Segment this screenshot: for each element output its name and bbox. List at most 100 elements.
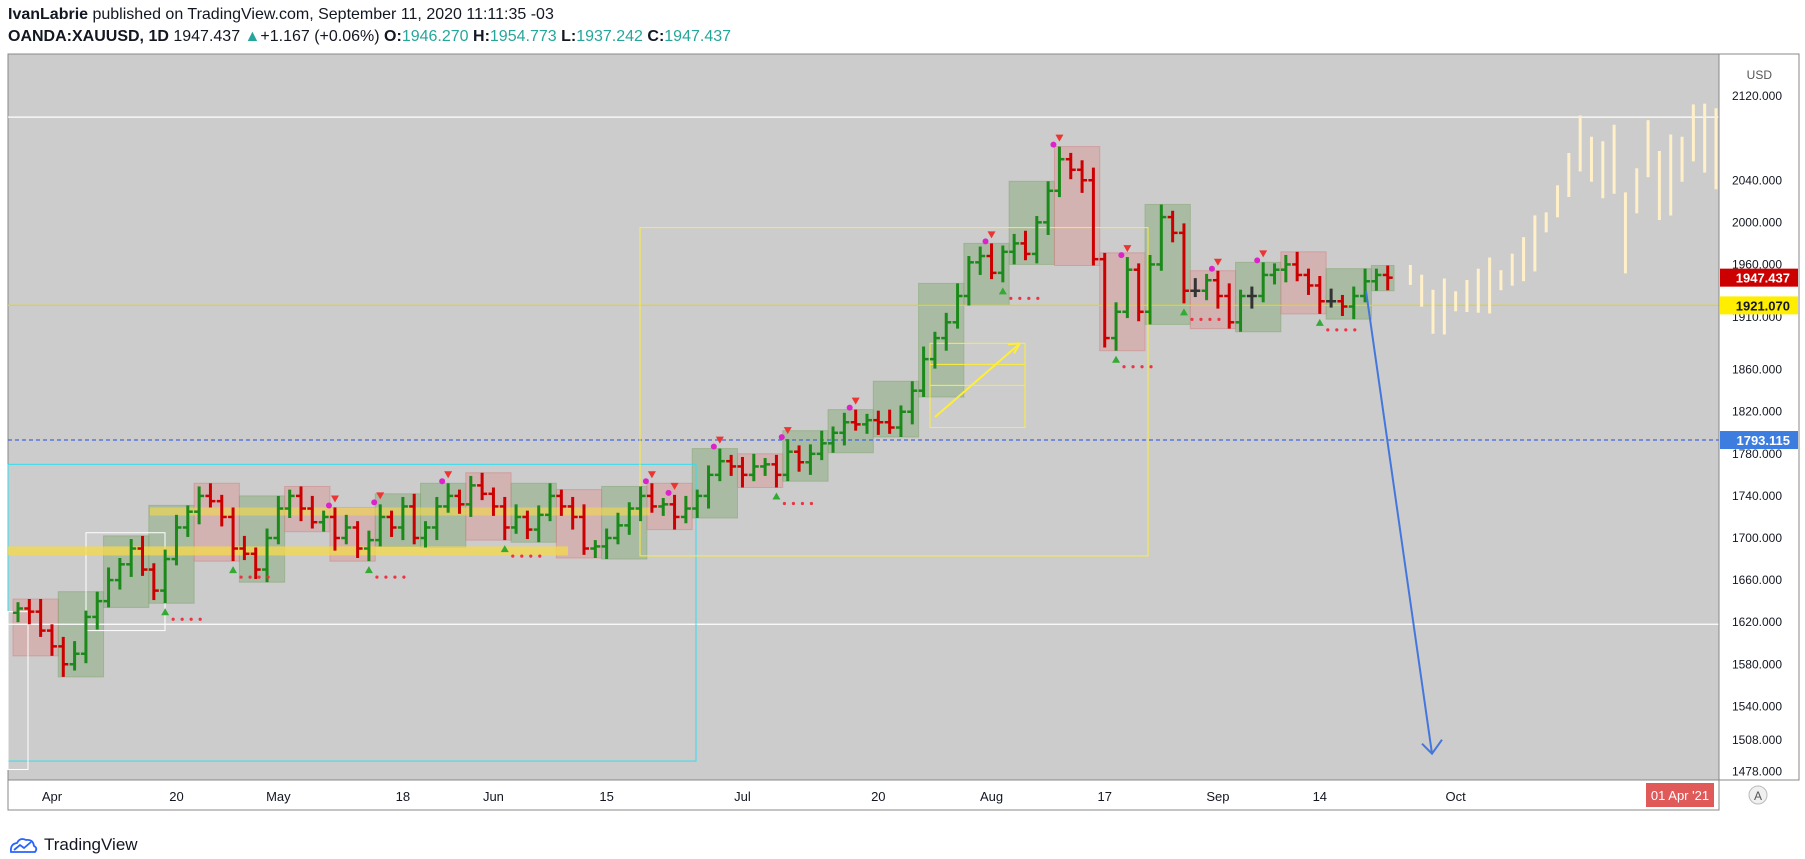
tradingview-logo-icon bbox=[9, 838, 38, 853]
stop-dot-marker bbox=[782, 501, 787, 506]
ohlc-bar bbox=[850, 409, 861, 431]
price-tick-label: 1580.000 bbox=[1732, 657, 1782, 671]
author-name[interactable]: IvanLabrie bbox=[8, 6, 89, 23]
tradingview-brand[interactable]: TradingView bbox=[8, 835, 138, 855]
stop-dot-marker bbox=[393, 575, 397, 579]
sell-triangle-marker bbox=[1123, 245, 1132, 253]
ohlc-bar bbox=[1088, 167, 1099, 266]
buy-triangle-marker bbox=[998, 287, 1007, 295]
ohlc-bar bbox=[24, 599, 35, 625]
forecast-arrows[interactable] bbox=[1365, 290, 1443, 756]
ohlc-bar bbox=[103, 567, 114, 608]
ohlc-bar bbox=[194, 486, 205, 525]
auto-scale-label[interactable]: A bbox=[1754, 789, 1762, 803]
price-axis[interactable] bbox=[1718, 53, 1800, 781]
time-tick-label: Oct bbox=[1446, 789, 1467, 804]
yellow-range-box[interactable] bbox=[639, 227, 1149, 557]
stop-dot-marker bbox=[1027, 296, 1031, 300]
auto-scale-button[interactable]: A bbox=[1748, 785, 1768, 805]
stop-dot-marker bbox=[1217, 317, 1221, 321]
ohlc-bar bbox=[579, 504, 589, 555]
time-tick-label: Jun bbox=[483, 789, 504, 804]
stop-dot-marker bbox=[1036, 296, 1040, 300]
ohlc-bar bbox=[1292, 251, 1303, 282]
ohlc-bar bbox=[601, 528, 612, 560]
ohlc-bar bbox=[1043, 181, 1054, 235]
ohlc-bar bbox=[918, 346, 929, 398]
time-tick-label: 20 bbox=[871, 789, 885, 804]
price-tags: 1947.437 1921.070 1793.115 bbox=[1720, 268, 1798, 450]
ohlc-bar bbox=[273, 495, 284, 545]
time-tick-label: 20 bbox=[169, 789, 183, 804]
ohlc-bar bbox=[839, 412, 850, 446]
ohlc-bar bbox=[1122, 257, 1133, 319]
pivot-dot-marker bbox=[1118, 252, 1125, 259]
stop-dot-marker bbox=[180, 617, 184, 621]
ohlc-bar bbox=[341, 514, 352, 545]
stop-dot-marker bbox=[1122, 365, 1126, 369]
ohlc-bar bbox=[895, 405, 906, 437]
stop-dot-marker bbox=[1353, 328, 1357, 332]
time-axis-labels: Apr 20 May 18 Jun 15 Jul 20 Aug 17 Sep 14 Oct bbox=[42, 789, 1466, 804]
symbol-label[interactable]: OANDA:XAUUSD, 1D bbox=[8, 28, 169, 45]
time-tick-label: Jul bbox=[734, 789, 751, 804]
time-tick-label: 15 bbox=[599, 789, 613, 804]
price-tick-label: 2120.000 bbox=[1732, 89, 1782, 103]
yellow-support-band[interactable] bbox=[150, 507, 650, 516]
ohlc-bar bbox=[1190, 278, 1201, 298]
pivot-dot-marker bbox=[642, 478, 649, 485]
stop-dot-marker bbox=[538, 554, 542, 558]
pivot-dot-marker bbox=[325, 502, 332, 509]
price-tick-label: 1960.000 bbox=[1732, 257, 1782, 271]
ohlc-bar bbox=[590, 540, 601, 558]
stop-dot-marker bbox=[1140, 365, 1144, 369]
ohlc-bar bbox=[307, 495, 318, 529]
ohlc-bar bbox=[1360, 268, 1371, 303]
ohlc-bar bbox=[35, 599, 46, 637]
blue-forecast-arrow-line[interactable] bbox=[1365, 290, 1433, 754]
stop-dot-marker bbox=[384, 575, 388, 579]
time-tick-label: Sep bbox=[1206, 789, 1229, 804]
ohlc-bar bbox=[1348, 286, 1359, 320]
low-value: 1937.242 bbox=[576, 28, 643, 45]
chart-pane[interactable] bbox=[7, 53, 1720, 781]
up-arrow-icon: ▲ bbox=[244, 28, 261, 45]
stop-dot-marker bbox=[1344, 328, 1348, 332]
ohlc-bar bbox=[522, 510, 533, 540]
ohlc-bar bbox=[748, 453, 759, 482]
buy-triangle-marker bbox=[500, 545, 509, 553]
time-tick-label: Aug bbox=[980, 789, 1003, 804]
stop-dot-marker bbox=[1199, 317, 1203, 321]
pivot-dot-marker bbox=[846, 404, 853, 411]
ohlc-bar bbox=[771, 454, 782, 488]
auto-scale-circle[interactable] bbox=[1748, 785, 1768, 805]
ohlc-bar bbox=[216, 494, 227, 527]
drawing-shapes[interactable] bbox=[7, 227, 1149, 770]
ohlc-bar bbox=[1167, 210, 1178, 243]
ohlc-bar bbox=[454, 489, 465, 514]
ohlc-bar bbox=[760, 458, 771, 476]
yellow-support-band[interactable] bbox=[8, 546, 568, 556]
signal-markers bbox=[161, 134, 1357, 621]
sell-triangle-marker bbox=[987, 231, 996, 239]
price-tick-label: 1700.000 bbox=[1732, 531, 1782, 545]
ohlc-bar bbox=[556, 489, 567, 516]
stop-dot-marker bbox=[1190, 317, 1194, 321]
ohlc-bar bbox=[1212, 270, 1223, 309]
ohlc-bar bbox=[318, 510, 329, 532]
last-price: 1947.437 bbox=[173, 28, 241, 45]
high-value: 1954.773 bbox=[489, 28, 557, 45]
yellow-arrow-head bbox=[1007, 342, 1021, 354]
ohlc-bar bbox=[907, 381, 918, 425]
open-value: 1946.270 bbox=[401, 28, 469, 45]
price-tick-label: 1620.000 bbox=[1732, 615, 1782, 629]
pivot-dot-marker bbox=[1208, 265, 1215, 272]
yellow-trend-arrow-line[interactable] bbox=[934, 342, 1021, 418]
stop-dot-marker bbox=[248, 575, 252, 579]
ohlc-bar bbox=[1303, 268, 1314, 295]
price-tick-label: 1820.000 bbox=[1732, 405, 1782, 419]
time-axis[interactable] bbox=[7, 779, 1720, 811]
sell-triangle-marker bbox=[670, 482, 679, 490]
ohlc-bar bbox=[545, 483, 556, 522]
